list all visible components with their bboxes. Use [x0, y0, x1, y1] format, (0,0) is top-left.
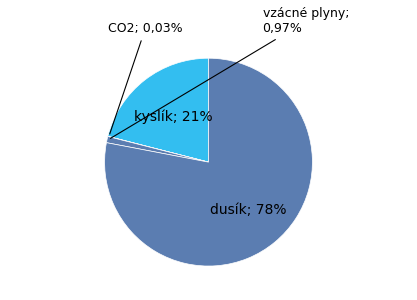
Text: CO2; 0,03%: CO2; 0,03% [108, 22, 183, 134]
Wedge shape [108, 58, 208, 162]
Text: vzácné plyny;
0,97%: vzácné plyny; 0,97% [111, 8, 349, 138]
Wedge shape [105, 58, 312, 266]
Text: kyslík; 21%: kyslík; 21% [134, 110, 213, 124]
Text: dusík; 78%: dusík; 78% [210, 203, 286, 217]
Wedge shape [108, 136, 208, 162]
Wedge shape [106, 136, 208, 162]
